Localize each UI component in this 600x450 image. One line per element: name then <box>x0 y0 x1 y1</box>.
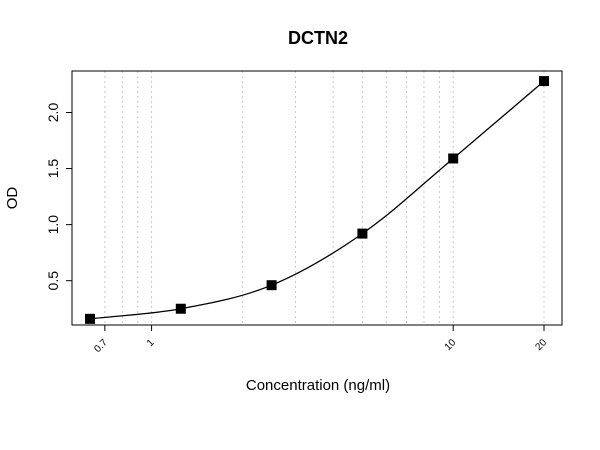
y-axis: 0.5 1.0 1.5 2.0 <box>45 103 72 291</box>
data-point <box>357 228 368 239</box>
y-axis-label: OD <box>4 187 21 210</box>
x-tick-label: 10 <box>443 337 459 353</box>
x-tick-label: 0.7 <box>92 337 110 355</box>
y-tick-label: 1.0 <box>45 215 61 235</box>
y-tick-label: 1.5 <box>45 159 61 179</box>
data-point <box>539 76 549 87</box>
x-axis-label: Concentration (ng/ml) <box>246 377 390 394</box>
x-axis: 0.7 1 10 20 <box>92 325 549 355</box>
y-tick-label: 2.0 <box>45 103 61 123</box>
y-tick-label: 0.5 <box>45 271 61 291</box>
data-point <box>448 153 459 164</box>
gridlines <box>104 71 545 325</box>
plot-frame <box>71 70 563 326</box>
data-point <box>175 303 186 314</box>
chart-title: DCTN2 <box>288 28 348 48</box>
data-point <box>85 313 95 324</box>
data-point <box>266 280 277 291</box>
x-tick-label: 20 <box>533 337 549 353</box>
fitted-curve <box>89 80 545 320</box>
data-points <box>85 76 549 324</box>
x-tick-label: 1 <box>145 337 157 349</box>
